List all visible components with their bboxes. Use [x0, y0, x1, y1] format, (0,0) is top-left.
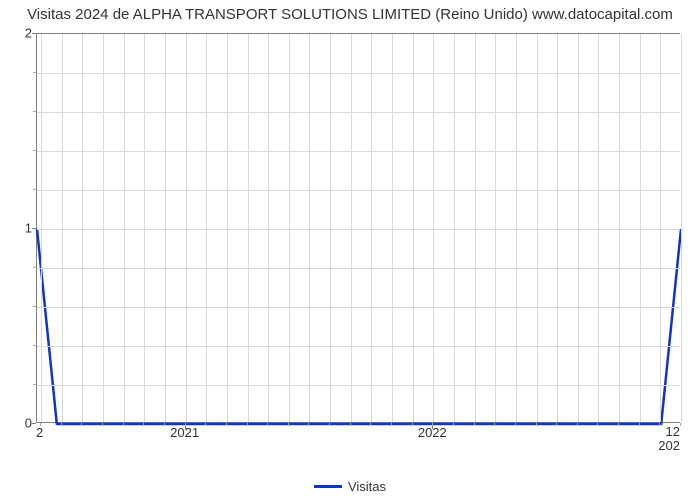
v-gridline — [475, 34, 476, 422]
v-gridline — [62, 34, 63, 422]
v-gridline — [103, 34, 104, 422]
v-gridline — [681, 34, 682, 422]
x-minor-tick — [308, 423, 309, 426]
y-minor-tick — [33, 267, 36, 268]
chart-title: Visitas 2024 de ALPHA TRANSPORT SOLUTION… — [0, 0, 700, 27]
x-minor-tick — [412, 423, 413, 426]
x-minor-tick — [639, 423, 640, 426]
v-gridline — [495, 34, 496, 422]
x-minor-tick — [556, 423, 557, 426]
h-gridline — [37, 229, 680, 230]
v-gridline — [165, 34, 166, 422]
h-gridline-minor — [37, 268, 680, 269]
x-minor-tick — [391, 423, 392, 426]
v-gridline — [82, 34, 83, 422]
h-gridline-minor — [37, 151, 680, 152]
y-minor-tick — [33, 111, 36, 112]
x-minor-tick — [226, 423, 227, 426]
x-minor-tick — [453, 423, 454, 426]
v-gridline — [144, 34, 145, 422]
x-minor-tick — [370, 423, 371, 426]
v-gridline — [413, 34, 414, 422]
h-gridline-minor — [37, 385, 680, 386]
x-minor-tick — [164, 423, 165, 426]
x-minor-tick — [577, 423, 578, 426]
y-tick-label: 1 — [25, 221, 32, 236]
h-gridline-minor — [37, 73, 680, 74]
v-gridline — [268, 34, 269, 422]
y-minor-tick — [33, 150, 36, 151]
h-gridline-minor — [37, 307, 680, 308]
x-minor-tick — [102, 423, 103, 426]
x-edge-label-right: 12 202 — [658, 425, 680, 454]
y-minor-tick — [33, 384, 36, 385]
v-gridline — [186, 34, 187, 422]
x-minor-tick — [494, 423, 495, 426]
y-tick-label: 0 — [25, 416, 32, 431]
y-minor-tick — [33, 345, 36, 346]
legend: Visitas — [0, 478, 700, 494]
y-tick-label: 2 — [25, 26, 32, 41]
plot-area — [36, 33, 680, 423]
y-minor-tick — [33, 72, 36, 73]
legend-label: Visitas — [348, 479, 386, 494]
series-line — [37, 229, 681, 424]
x-minor-tick — [61, 423, 62, 426]
h-gridline-minor — [37, 190, 680, 191]
v-gridline — [124, 34, 125, 422]
v-gridline — [330, 34, 331, 422]
v-gridline — [640, 34, 641, 422]
v-gridline — [309, 34, 310, 422]
y-minor-tick — [33, 306, 36, 307]
v-gridline — [289, 34, 290, 422]
x-minor-tick — [267, 423, 268, 426]
x-minor-tick — [123, 423, 124, 426]
v-gridline — [537, 34, 538, 422]
x-minor-tick — [618, 423, 619, 426]
v-gridline — [206, 34, 207, 422]
x-edge-label-left: 2 — [36, 425, 43, 440]
x-minor-tick — [515, 423, 516, 426]
v-gridline — [578, 34, 579, 422]
v-gridline — [392, 34, 393, 422]
line-layer — [37, 34, 680, 422]
v-gridline — [598, 34, 599, 422]
x-minor-tick — [205, 423, 206, 426]
x-minor-tick — [680, 423, 681, 426]
v-gridline — [227, 34, 228, 422]
v-gridline — [433, 34, 434, 422]
legend-swatch — [314, 485, 342, 488]
v-gridline — [516, 34, 517, 422]
x-minor-tick — [247, 423, 248, 426]
x-minor-tick — [432, 423, 433, 426]
v-gridline — [557, 34, 558, 422]
h-gridline-minor — [37, 346, 680, 347]
chart-area: 01220212022212 202 — [0, 27, 700, 453]
v-gridline — [41, 34, 42, 422]
y-tick-mark — [32, 33, 36, 34]
v-gridline — [660, 34, 661, 422]
x-minor-tick — [143, 423, 144, 426]
v-gridline — [454, 34, 455, 422]
x-minor-tick — [474, 423, 475, 426]
x-minor-tick — [81, 423, 82, 426]
x-minor-tick — [536, 423, 537, 426]
v-gridline — [371, 34, 372, 422]
x-minor-tick — [350, 423, 351, 426]
x-minor-tick — [288, 423, 289, 426]
h-gridline-minor — [37, 112, 680, 113]
x-minor-tick — [329, 423, 330, 426]
y-tick-mark — [32, 423, 36, 424]
y-minor-tick — [33, 189, 36, 190]
x-minor-tick — [185, 423, 186, 426]
v-gridline — [619, 34, 620, 422]
v-gridline — [351, 34, 352, 422]
y-tick-mark — [32, 228, 36, 229]
v-gridline — [248, 34, 249, 422]
x-minor-tick — [597, 423, 598, 426]
